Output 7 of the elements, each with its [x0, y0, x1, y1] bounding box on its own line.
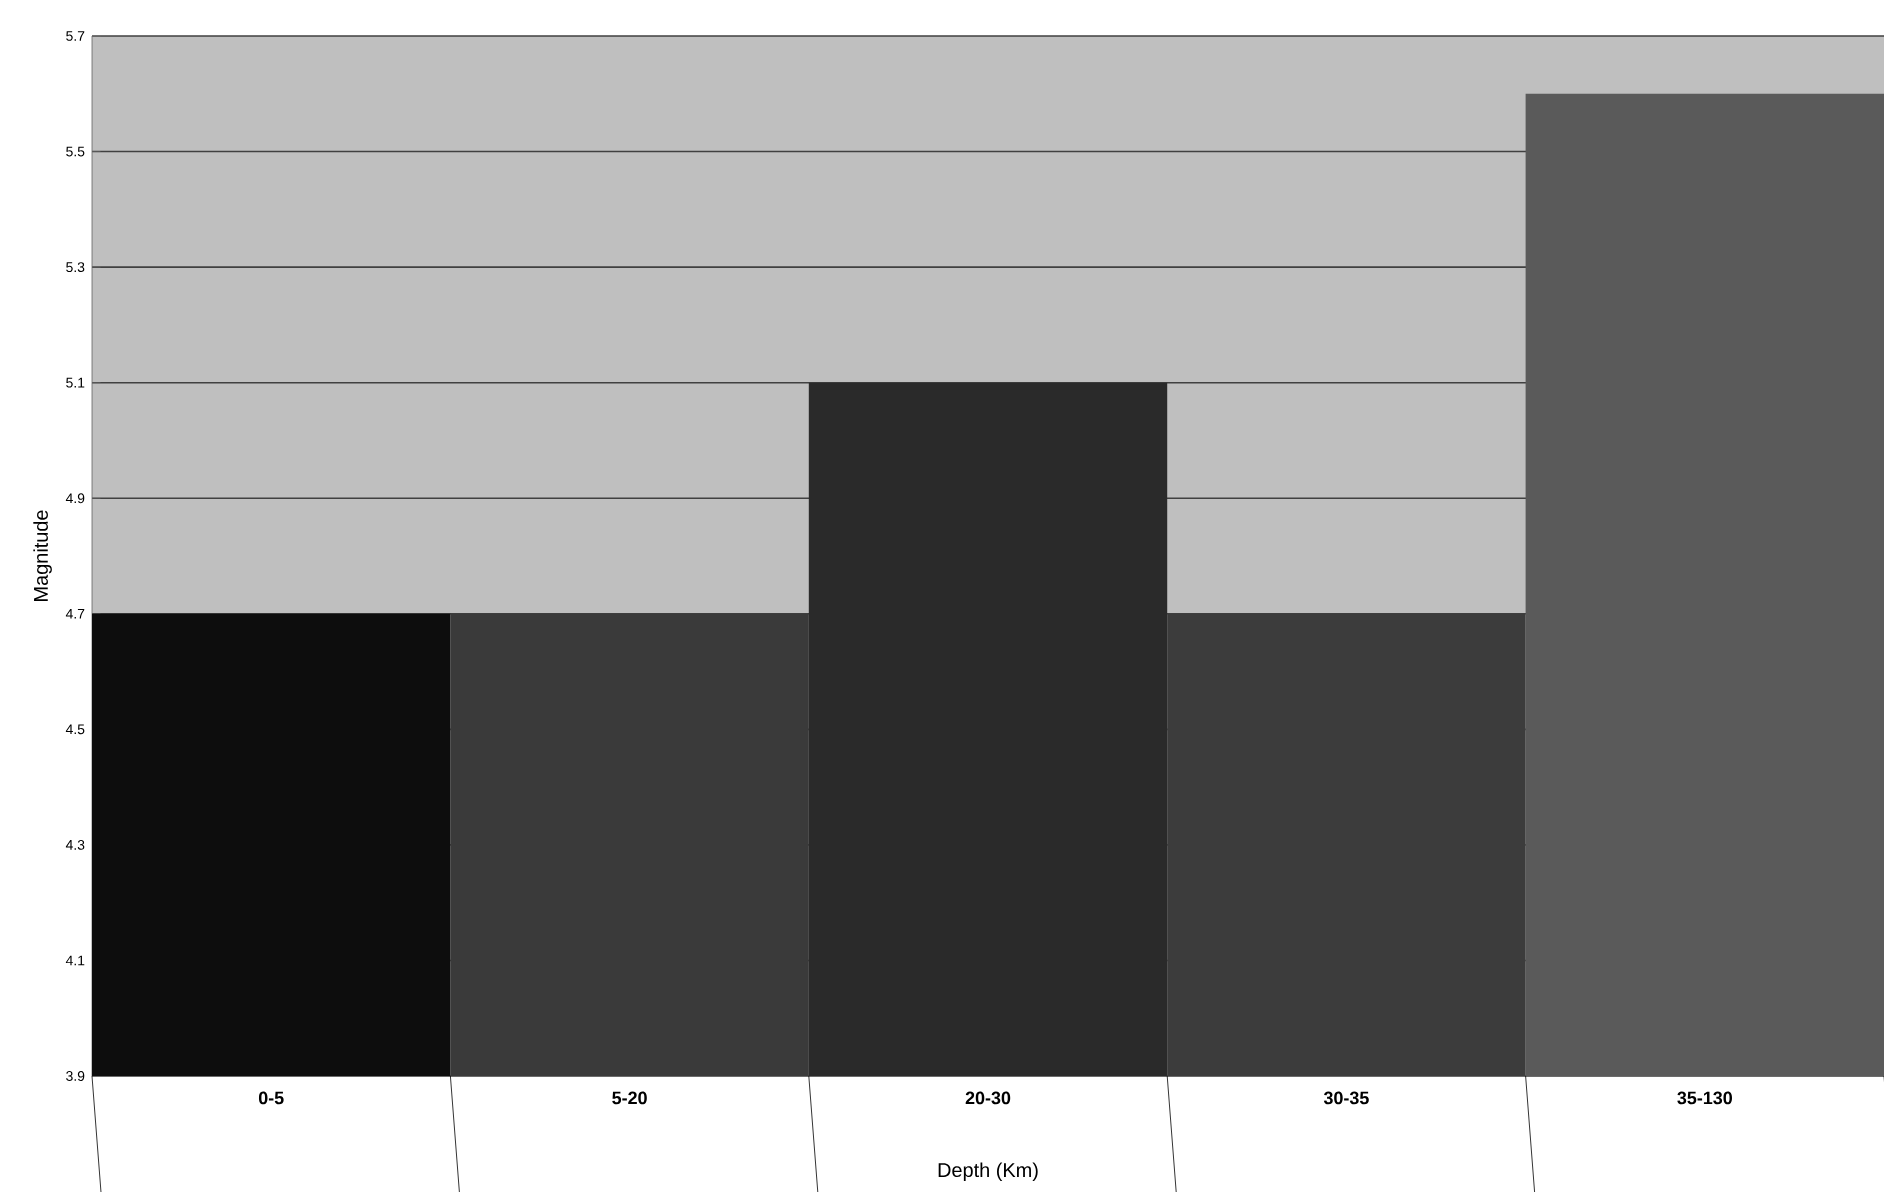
x-tick-label: 0-5 [258, 1091, 284, 1105]
x-tick-label: 30-35 [1323, 1091, 1369, 1105]
x-tick-label: 20-30 [965, 1091, 1011, 1105]
x-tick-label: 5-20 [612, 1091, 647, 1105]
x-tick-label: 35-130 [1677, 1091, 1732, 1105]
x-axis-title: Depth (Km) [938, 1162, 1038, 1182]
y-axis-title: Magnitude [33, 510, 52, 601]
